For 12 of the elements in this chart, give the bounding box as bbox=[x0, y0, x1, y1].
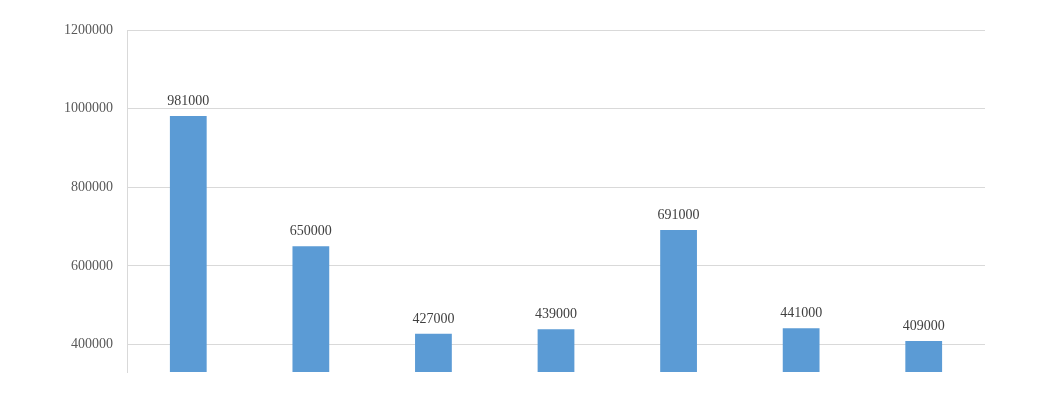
data-label: 441000 bbox=[780, 305, 823, 321]
y-tick-label: 600000 bbox=[71, 257, 113, 273]
y-tick-label: 1000000 bbox=[64, 100, 113, 116]
y-tick-label: 1200000 bbox=[64, 21, 113, 37]
data-label: 981000 bbox=[167, 92, 210, 108]
data-label: 409000 bbox=[902, 317, 945, 333]
data-label: 691000 bbox=[657, 206, 700, 222]
data-label: 439000 bbox=[535, 305, 577, 321]
data-label: 427000 bbox=[412, 310, 455, 326]
y-tick-label: 400000 bbox=[71, 336, 113, 352]
data-label: 650000 bbox=[289, 222, 332, 238]
y-tick-label: 800000 bbox=[71, 178, 113, 194]
